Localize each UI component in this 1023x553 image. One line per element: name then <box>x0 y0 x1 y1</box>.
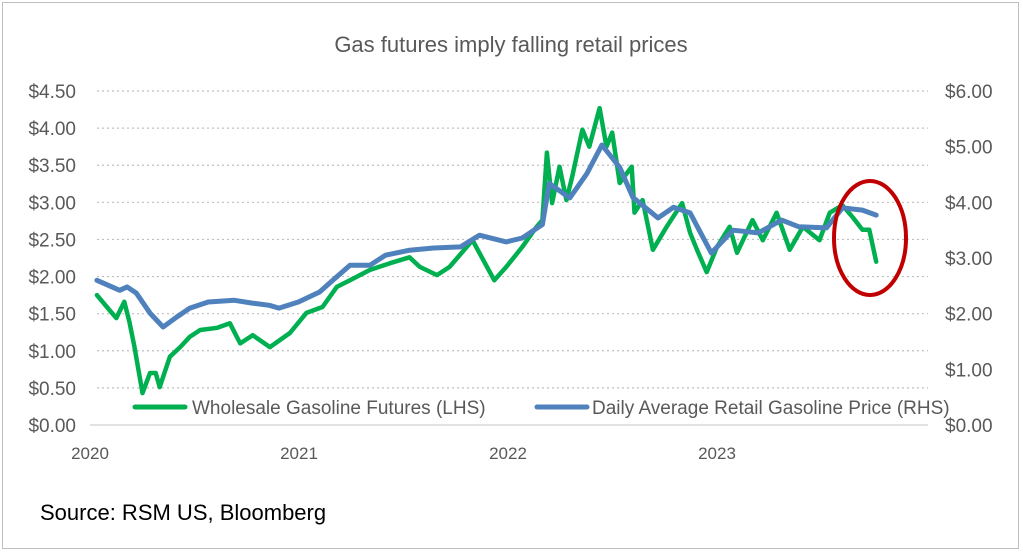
left-tick-label: $1.00 <box>28 342 76 363</box>
chart-title: Gas futures imply falling retail prices <box>334 32 687 57</box>
right-tick-label: $4.00 <box>945 193 993 214</box>
tick-labels: $0.00 $0.50 $1.00 $1.50 $2.00 $2.50 $3.00 $3.50… <box>28 82 992 463</box>
x-tick-label: 2022 <box>489 444 527 463</box>
highlight-ellipse <box>832 179 908 297</box>
right-tick-label: $5.00 <box>945 138 993 159</box>
left-tick-label: $2.00 <box>28 268 76 289</box>
x-tick-label: 2023 <box>698 444 736 463</box>
left-tick-label: $2.50 <box>28 230 76 251</box>
right-tick-label: $3.00 <box>945 249 993 270</box>
legend-label: Wholesale Gasoline Futures (LHS) <box>192 398 486 419</box>
left-tick-label: $4.50 <box>28 82 76 103</box>
left-tick-label: $1.50 <box>28 305 76 326</box>
right-tick-label: $0.00 <box>945 416 993 437</box>
left-tick-label: $3.00 <box>28 193 76 214</box>
legend-label: Daily Average Retail Gasoline Price (RHS… <box>592 398 950 419</box>
right-tick-label: $2.00 <box>945 305 993 326</box>
source-note: Source: RSM US, Bloomberg <box>40 500 327 525</box>
gridlines <box>90 90 928 426</box>
left-tick-label: $4.00 <box>28 119 76 140</box>
series-line-retail <box>94 142 879 330</box>
left-tick-label: $0.00 <box>28 416 76 437</box>
left-tick-label: $3.50 <box>28 156 76 177</box>
x-tick-label: 2020 <box>71 444 109 463</box>
x-tick-label: 2021 <box>280 444 318 463</box>
series-lines <box>94 105 879 396</box>
right-tick-label: $1.00 <box>945 360 993 381</box>
right-tick-label: $6.00 <box>945 82 993 103</box>
legend: Wholesale Gasoline Futures (LHS) Daily Av… <box>132 398 950 419</box>
left-tick-label: $0.50 <box>28 379 76 400</box>
